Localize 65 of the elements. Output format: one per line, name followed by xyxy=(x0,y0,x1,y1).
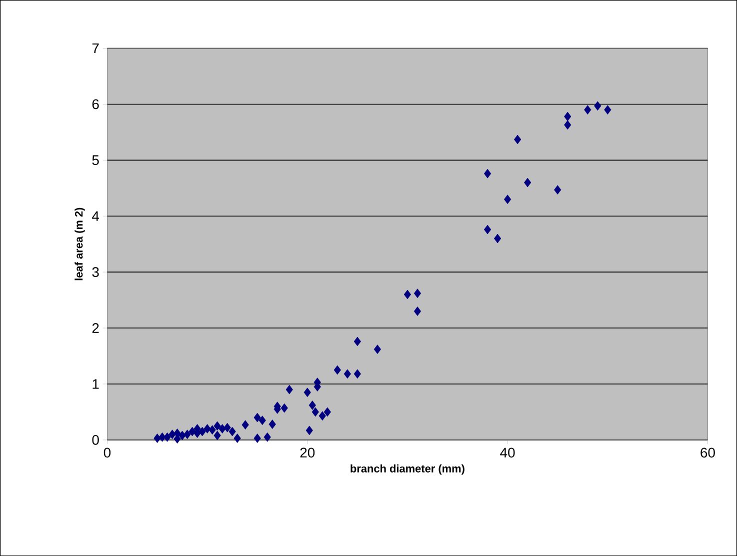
x-tick-label: 40 xyxy=(500,448,515,458)
point xyxy=(584,105,592,114)
point xyxy=(254,434,261,443)
point xyxy=(154,434,161,443)
point xyxy=(564,120,572,130)
point xyxy=(204,424,211,434)
point xyxy=(414,288,422,298)
x-axis-title: branch diameter (mm) xyxy=(350,464,464,475)
point xyxy=(494,234,502,244)
point xyxy=(306,426,313,436)
point xyxy=(168,430,176,439)
x-tick-label: 60 xyxy=(700,448,715,458)
y-tick-label: 1 xyxy=(92,379,99,389)
point xyxy=(214,421,221,431)
y-tick-label: 5 xyxy=(92,155,99,165)
y-tick-label: 2 xyxy=(92,323,99,333)
point xyxy=(514,134,522,144)
point xyxy=(414,306,422,316)
point xyxy=(224,422,231,432)
point xyxy=(604,105,612,114)
point xyxy=(242,420,249,430)
point xyxy=(184,430,191,439)
point xyxy=(324,407,331,417)
point xyxy=(208,425,216,434)
point xyxy=(158,432,166,442)
point xyxy=(268,420,276,429)
point xyxy=(504,194,512,204)
point xyxy=(354,369,361,379)
point xyxy=(198,426,206,436)
point xyxy=(264,432,271,442)
point xyxy=(344,369,351,379)
point xyxy=(564,112,572,122)
y-tick-label: 4 xyxy=(92,211,100,221)
point xyxy=(308,400,316,410)
point xyxy=(524,178,532,188)
point xyxy=(164,432,171,442)
point xyxy=(286,384,293,394)
x-tick-label: 0 xyxy=(104,448,111,458)
point xyxy=(554,185,562,194)
x-tick-label: 20 xyxy=(300,448,315,458)
point xyxy=(174,428,181,438)
point xyxy=(280,403,288,413)
point xyxy=(188,426,196,436)
point xyxy=(374,344,382,354)
y-tick-label: 6 xyxy=(92,99,99,110)
point xyxy=(178,430,186,440)
point xyxy=(334,365,341,375)
point xyxy=(354,336,361,346)
point xyxy=(312,407,319,417)
point xyxy=(404,290,412,300)
point xyxy=(218,424,226,434)
point xyxy=(318,411,326,420)
y-tick-label: 3 xyxy=(92,267,99,277)
point xyxy=(484,224,492,234)
point xyxy=(214,430,221,440)
y-tick-label: 7 xyxy=(92,43,99,53)
point xyxy=(234,434,241,443)
point xyxy=(484,168,492,178)
point xyxy=(258,416,266,425)
point xyxy=(228,426,236,436)
point xyxy=(304,388,311,397)
point xyxy=(594,101,602,111)
y-axis-title: leaf area (m 2) xyxy=(74,208,85,280)
y-tick-label: 0 xyxy=(92,434,99,445)
point xyxy=(254,412,261,422)
